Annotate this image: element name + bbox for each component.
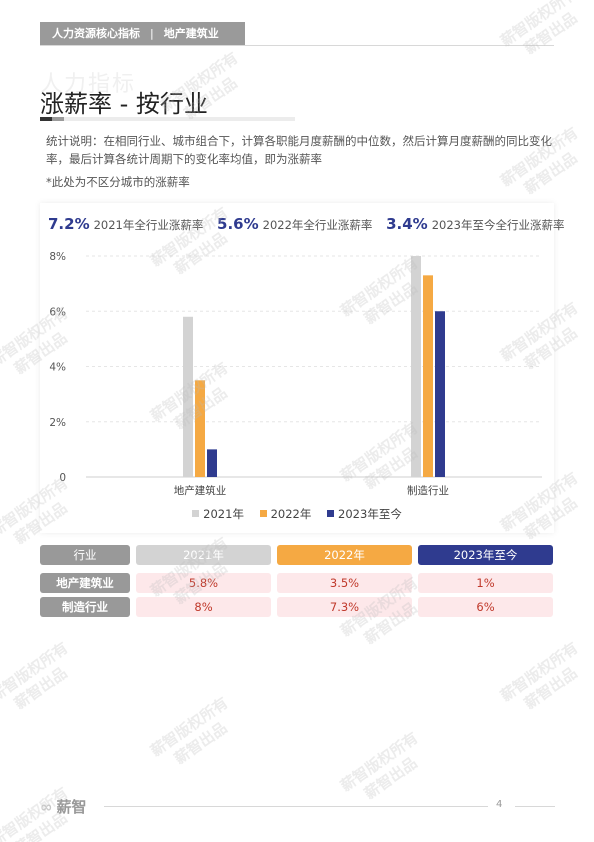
- watermark: 薪智版权所有 薪智出品: [497, 0, 582, 58]
- logo-mark-icon: ∞: [40, 798, 53, 816]
- description-text: 统计说明：在相同行业、城市组合下，计算各职能月度薪酬的中位数，然后计算月度薪酬的…: [46, 134, 552, 166]
- header-separator: |: [150, 27, 154, 40]
- y-tick-label: 6%: [49, 306, 66, 318]
- footer-divider-right: [515, 806, 555, 807]
- table-header-2022: 2022年: [277, 545, 412, 565]
- legend-swatch-2021: [192, 510, 200, 517]
- y-tick-label: 4%: [49, 362, 66, 374]
- kpi-row: 7.2% 2021年全行业涨薪率 5.6% 2022年全行业涨薪率 3.4% 2023…: [48, 215, 574, 233]
- table-header-row: 行业 2021年 2022年 2023年至今: [40, 545, 554, 565]
- kpi-2022-value: 5.6%: [217, 215, 259, 233]
- table-header-2023: 2023年至今: [418, 545, 553, 565]
- y-tick-label: 0: [59, 472, 66, 484]
- watermark: 薪智版权所有 薪智出品: [497, 638, 582, 713]
- header-section: 人力资源核心指标: [52, 27, 140, 40]
- bar-chart: 0 2% 4% 6% 8% 地产建筑业 制造行业: [49, 251, 542, 497]
- bar-2023年至今-地产建筑业: [207, 449, 217, 477]
- bar-2023年至今-制造行业: [435, 311, 445, 477]
- header-industry: 地产建筑业: [163, 27, 219, 40]
- data-table: 行业 2021年 2022年 2023年至今 地产建筑业 5.8% 3.5% 1…: [40, 545, 554, 621]
- kpi-2023-value: 3.4%: [386, 215, 428, 233]
- table-cell: 6%: [418, 597, 553, 617]
- table-cell: 3.5%: [277, 573, 412, 593]
- page-number: 4: [496, 799, 503, 810]
- kpi-2023-label: 2023年至今全行业涨薪率: [431, 218, 565, 232]
- header-tab: 人力资源核心指标 | 地产建筑业: [40, 22, 245, 46]
- footer-logo-text: 薪智: [56, 798, 87, 816]
- legend-item-2023: 2023年至今: [327, 506, 402, 522]
- title-underline: [40, 117, 295, 121]
- table-cell: 5.8%: [136, 573, 271, 593]
- legend-swatch-2023: [327, 510, 335, 517]
- legend-item-2021: 2021年: [192, 506, 244, 522]
- chart-card: 7.2% 2021年全行业涨薪率 5.6% 2022年全行业涨薪率 3.4% 2023…: [40, 203, 564, 533]
- legend-item-2022: 2022年: [259, 506, 312, 522]
- footer-logo: ∞ 薪智: [40, 796, 87, 817]
- footer-divider: [104, 806, 488, 807]
- watermark: 薪智版权所有 薪智出品: [0, 638, 72, 713]
- table-cell: 8%: [136, 597, 271, 617]
- header-divider: [40, 45, 554, 46]
- legend-label-2023: 2023年至今: [338, 507, 402, 521]
- page-title: 涨薪率 - 按行业: [40, 90, 208, 118]
- bar-2022年-地产建筑业: [195, 380, 205, 477]
- x-tick-label: 地产建筑业: [174, 484, 227, 497]
- note-text: *此处为不区分城市的涨薪率: [46, 175, 190, 189]
- kpi-2021-label: 2021年全行业涨薪率: [93, 218, 204, 232]
- bar-2021年-制造行业: [411, 256, 421, 477]
- table-row: 制造行业 8% 7.3% 6%: [40, 597, 554, 617]
- legend-label-2021: 2021年: [203, 507, 244, 521]
- table-row: 地产建筑业 5.8% 3.5% 1%: [40, 573, 554, 593]
- legend-label-2022: 2022年: [270, 507, 312, 521]
- kpi-2021-value: 7.2%: [48, 215, 90, 233]
- bar-2022年-制造行业: [423, 275, 433, 477]
- watermark: 薪智版权所有 薪智出品: [337, 728, 422, 803]
- table-row-label: 制造行业: [40, 597, 130, 617]
- table-cell: 1%: [418, 573, 553, 593]
- table-header-2021: 2021年: [136, 545, 271, 565]
- table-cell: 7.3%: [277, 597, 412, 617]
- x-tick-label: 制造行业: [407, 484, 449, 497]
- table-header-industry: 行业: [40, 545, 130, 565]
- kpi-2022-label: 2022年全行业涨薪率: [262, 218, 373, 232]
- watermark: 薪智版权所有 薪智出品: [147, 693, 232, 768]
- y-tick-label: 2%: [49, 417, 66, 429]
- y-tick-label: 8%: [49, 251, 66, 263]
- bar-2021年-地产建筑业: [183, 316, 193, 477]
- chart-legend: 2021年 2022年 2023年至今: [40, 506, 554, 522]
- ghost-title: 人力指标: [40, 72, 137, 97]
- table-row-label: 地产建筑业: [40, 573, 130, 593]
- legend-swatch-2022: [259, 510, 267, 517]
